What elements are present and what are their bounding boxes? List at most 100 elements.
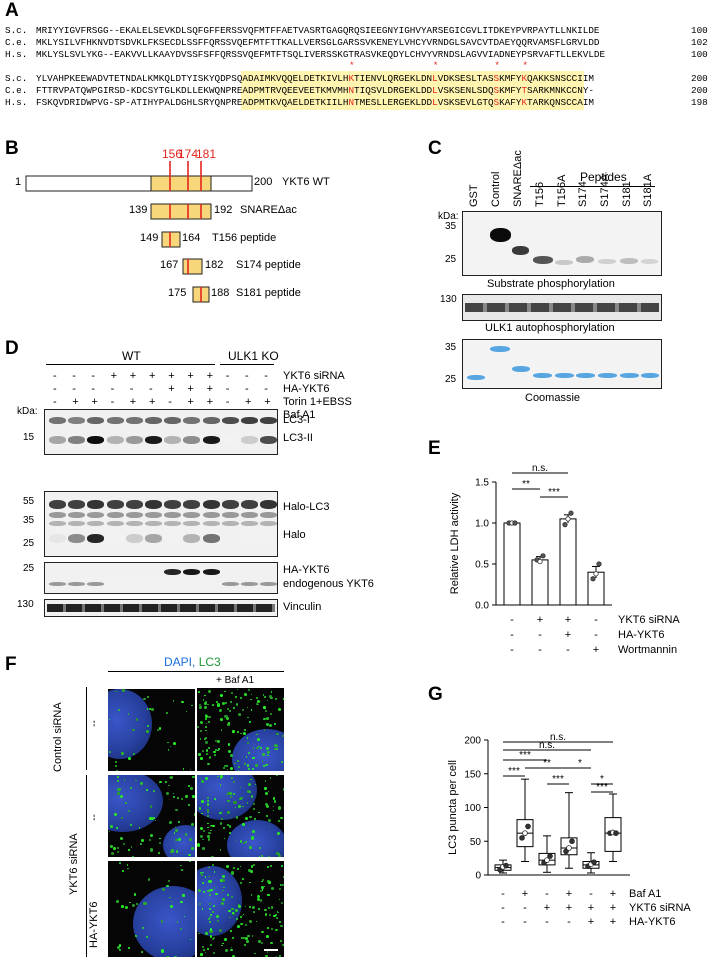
- lc3-punctum: [246, 706, 249, 709]
- lc3-punctum: [202, 949, 205, 951]
- lc3-punctum: [220, 693, 224, 697]
- lc3-punctum: [217, 740, 220, 744]
- lc3-punctum: [200, 780, 205, 784]
- lc3-punctum: [276, 917, 278, 919]
- lc3-blot: [44, 409, 278, 455]
- blot-band: [106, 512, 124, 518]
- lc3-punctum: [238, 904, 241, 908]
- lc3-punctum: [239, 696, 243, 699]
- lc3-punctum: [139, 843, 142, 846]
- blot-band: [125, 436, 143, 444]
- blot-band: [68, 534, 86, 543]
- lc3-punctum: [226, 723, 230, 727]
- sequence-row: MRIYYIGVFRSGG--EKALELSEVKDLSQFGFFERSSVQF…: [36, 25, 600, 36]
- lc3-punctum: [275, 928, 278, 931]
- y-tick-label: 0.5: [475, 560, 489, 571]
- lc3-punctum: [199, 834, 203, 838]
- lc3-punctum: [265, 764, 268, 767]
- lc3-punctum: [213, 797, 216, 800]
- lc3-punctum: [204, 876, 207, 878]
- lc3-punctum: [204, 700, 207, 703]
- lc3-punctum: [252, 768, 255, 771]
- lc3-punctum: [129, 823, 133, 826]
- lc3-punctum: [249, 790, 252, 793]
- site-181-label: 181: [196, 147, 217, 161]
- lc3-punctum: [232, 780, 235, 783]
- lc3-punctum: [122, 870, 124, 872]
- lc3-punctum: [246, 802, 249, 805]
- label-endogenous-ykt6: endogenous YKT6: [283, 578, 374, 590]
- lc3-punctum: [119, 862, 121, 864]
- construct-diagram: [25, 161, 253, 303]
- lc3-punctum: [212, 952, 216, 955]
- sequence-row: MKLYSLSVLYKG--EAKVVLLKAAYDVSSFSFFQRSSVQE…: [36, 49, 606, 60]
- panel-label-b: B: [5, 138, 19, 159]
- lc3-punctum: [260, 930, 264, 934]
- row1-bracket: [86, 687, 87, 770]
- lc3-punctum: [258, 855, 261, 857]
- marker-130-d: 130: [17, 599, 34, 610]
- condition-sign: +: [206, 396, 214, 408]
- blot-band: [260, 436, 277, 444]
- blot-band: [183, 569, 201, 575]
- lc3-punctum: [203, 738, 206, 741]
- lc3-punctum: [117, 780, 119, 782]
- condition-label: HA-YKT6: [618, 629, 664, 641]
- lc3-punctum: [220, 729, 223, 731]
- lc3-punctum: [232, 936, 235, 940]
- condition-label: Baf A1: [629, 888, 661, 900]
- lc3-punctum: [251, 906, 255, 910]
- lc3-punctum: [205, 748, 209, 752]
- lc3-punctum: [207, 822, 209, 825]
- lc3-punctum: [275, 697, 278, 700]
- species-label: C.e.: [5, 37, 28, 48]
- lc3-punctum: [257, 699, 260, 703]
- wt-name: YKT6 WT: [282, 176, 330, 188]
- scale-bar: [264, 949, 278, 951]
- blot-band: [145, 582, 162, 586]
- lc3-punctum: [172, 699, 175, 702]
- lc3-punctum: [219, 849, 222, 852]
- blot-band: [49, 582, 66, 586]
- caption-substrate: Substrate phosphorylation: [487, 278, 615, 290]
- lc3-punctum: [210, 789, 212, 791]
- lc3-punctum: [127, 757, 131, 760]
- lc3-punctum: [188, 853, 191, 857]
- lc3-punctum: [246, 790, 250, 794]
- lc3-punctum: [240, 936, 243, 939]
- condition-sign: -: [264, 370, 268, 382]
- lc3-punctum: [219, 776, 223, 780]
- lc3-punctum: [249, 919, 253, 923]
- lc3-punctum: [226, 765, 229, 768]
- y-tick-label: 1.0: [475, 519, 489, 530]
- lc3-punctum: [229, 816, 231, 819]
- data-point: [590, 576, 596, 582]
- lc3-punctum: [206, 799, 210, 803]
- lc3-punctum: [173, 741, 177, 745]
- significance-label: n.s.: [550, 732, 566, 743]
- lc3-punctum: [208, 889, 212, 893]
- blot-band: [260, 534, 277, 543]
- lc3-punctum: [225, 949, 229, 952]
- lc3-punctum: [267, 818, 271, 823]
- lc3-punctum: [237, 766, 241, 769]
- microscopy-image: [108, 861, 195, 957]
- lc3-punctum: [266, 866, 269, 869]
- lc3-punctum: [220, 878, 223, 882]
- lc3-punctum: [169, 850, 173, 854]
- lc3-punctum: [271, 928, 274, 931]
- blot-band: [68, 512, 86, 518]
- lc3-punctum: [266, 700, 268, 702]
- lc3-punctum: [211, 704, 214, 707]
- lc3-punctum: [211, 856, 214, 857]
- lc3-punctum: [253, 911, 255, 913]
- sequence-end: 102: [691, 37, 708, 48]
- lc3-punctum: [116, 899, 120, 903]
- bar: [559, 518, 577, 606]
- lc3-punctum: [260, 746, 263, 749]
- lc3-punctum: [282, 943, 284, 946]
- condition-sign: +: [565, 614, 571, 626]
- lc3-punctum: [187, 784, 190, 787]
- lc3-punctum: [277, 910, 279, 912]
- lc3-punctum: [236, 689, 239, 691]
